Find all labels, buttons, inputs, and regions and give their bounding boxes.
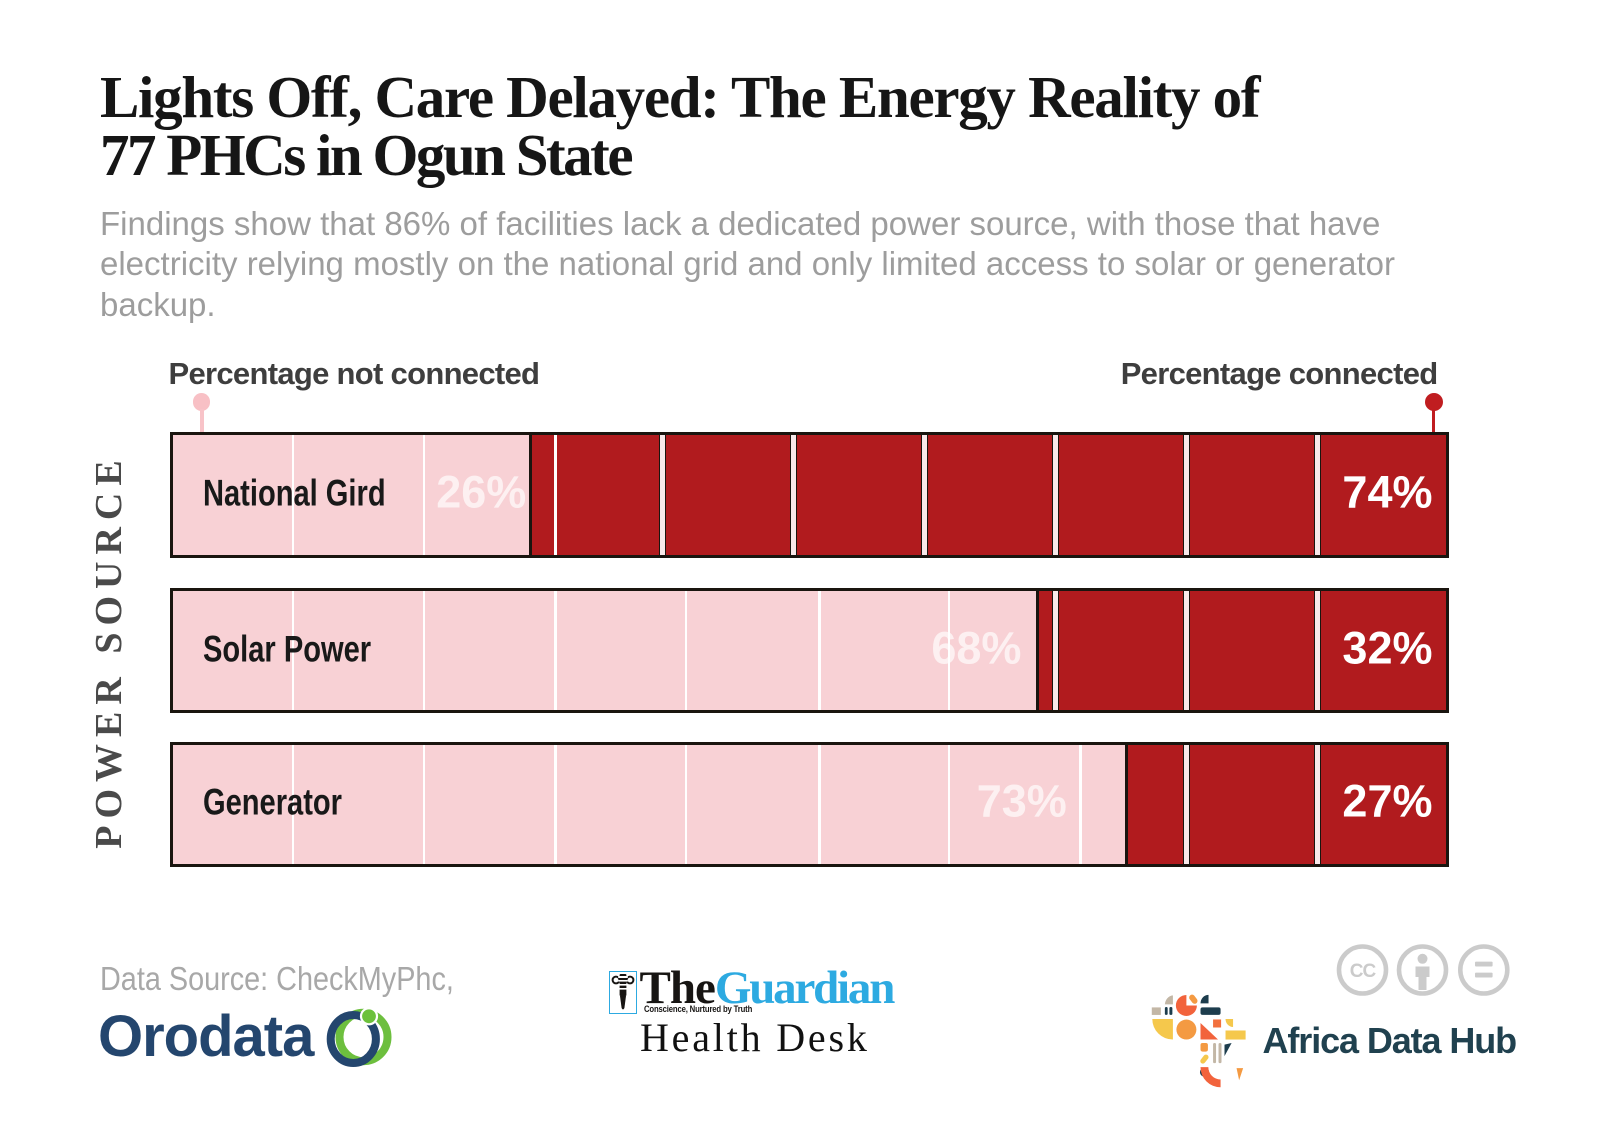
svg-text:CC: CC	[1350, 961, 1377, 982]
